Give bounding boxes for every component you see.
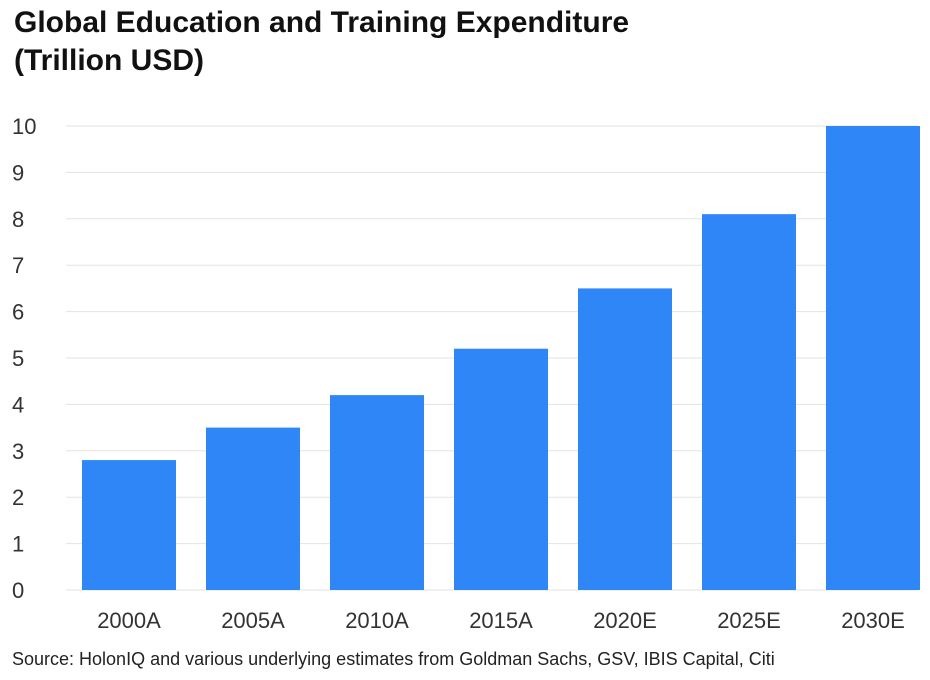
bar-2015a xyxy=(454,348,548,590)
bar-2020e xyxy=(578,288,672,590)
y-tick-label: 9 xyxy=(12,160,24,185)
bar-2030e xyxy=(826,126,920,590)
bar-2000a xyxy=(82,460,176,590)
y-tick-label: 10 xyxy=(12,114,36,139)
x-category-label: 2030E xyxy=(841,608,905,633)
chart-title-line-1: Global Education and Training Expenditur… xyxy=(14,6,630,39)
x-axis-labels: 2000A 2005A 2010A 2015A 2020E 2025E 2030E xyxy=(97,608,905,633)
y-tick-label: 0 xyxy=(12,578,24,603)
x-category-label: 2020E xyxy=(593,608,657,633)
y-tick-label: 6 xyxy=(12,300,24,325)
bar-2010a xyxy=(330,395,424,590)
y-tick-label: 5 xyxy=(12,346,24,371)
x-category-label: 2010A xyxy=(345,608,409,633)
y-tick-label: 4 xyxy=(12,392,24,417)
y-tick-label: 8 xyxy=(12,207,24,232)
bar-2025e xyxy=(702,214,796,590)
bars xyxy=(82,126,920,590)
x-category-label: 2005A xyxy=(221,608,285,633)
y-tick-label: 1 xyxy=(12,532,24,557)
x-category-label: 2000A xyxy=(97,608,161,633)
y-tick-label: 3 xyxy=(12,439,24,464)
x-category-label: 2025E xyxy=(717,608,781,633)
chart-title: Global Education and Training Expenditur… xyxy=(14,4,629,80)
chart-title-line-2: (Trillion USD) xyxy=(14,44,204,77)
y-axis-ticks: 0 1 2 3 4 5 6 7 8 9 10 xyxy=(12,114,36,603)
source-note: Source: HolonIQ and various underlying e… xyxy=(12,649,775,669)
y-tick-label: 7 xyxy=(12,253,24,278)
x-category-label: 2015A xyxy=(469,608,533,633)
bar-2005a xyxy=(206,427,300,590)
y-tick-label: 2 xyxy=(12,485,24,510)
